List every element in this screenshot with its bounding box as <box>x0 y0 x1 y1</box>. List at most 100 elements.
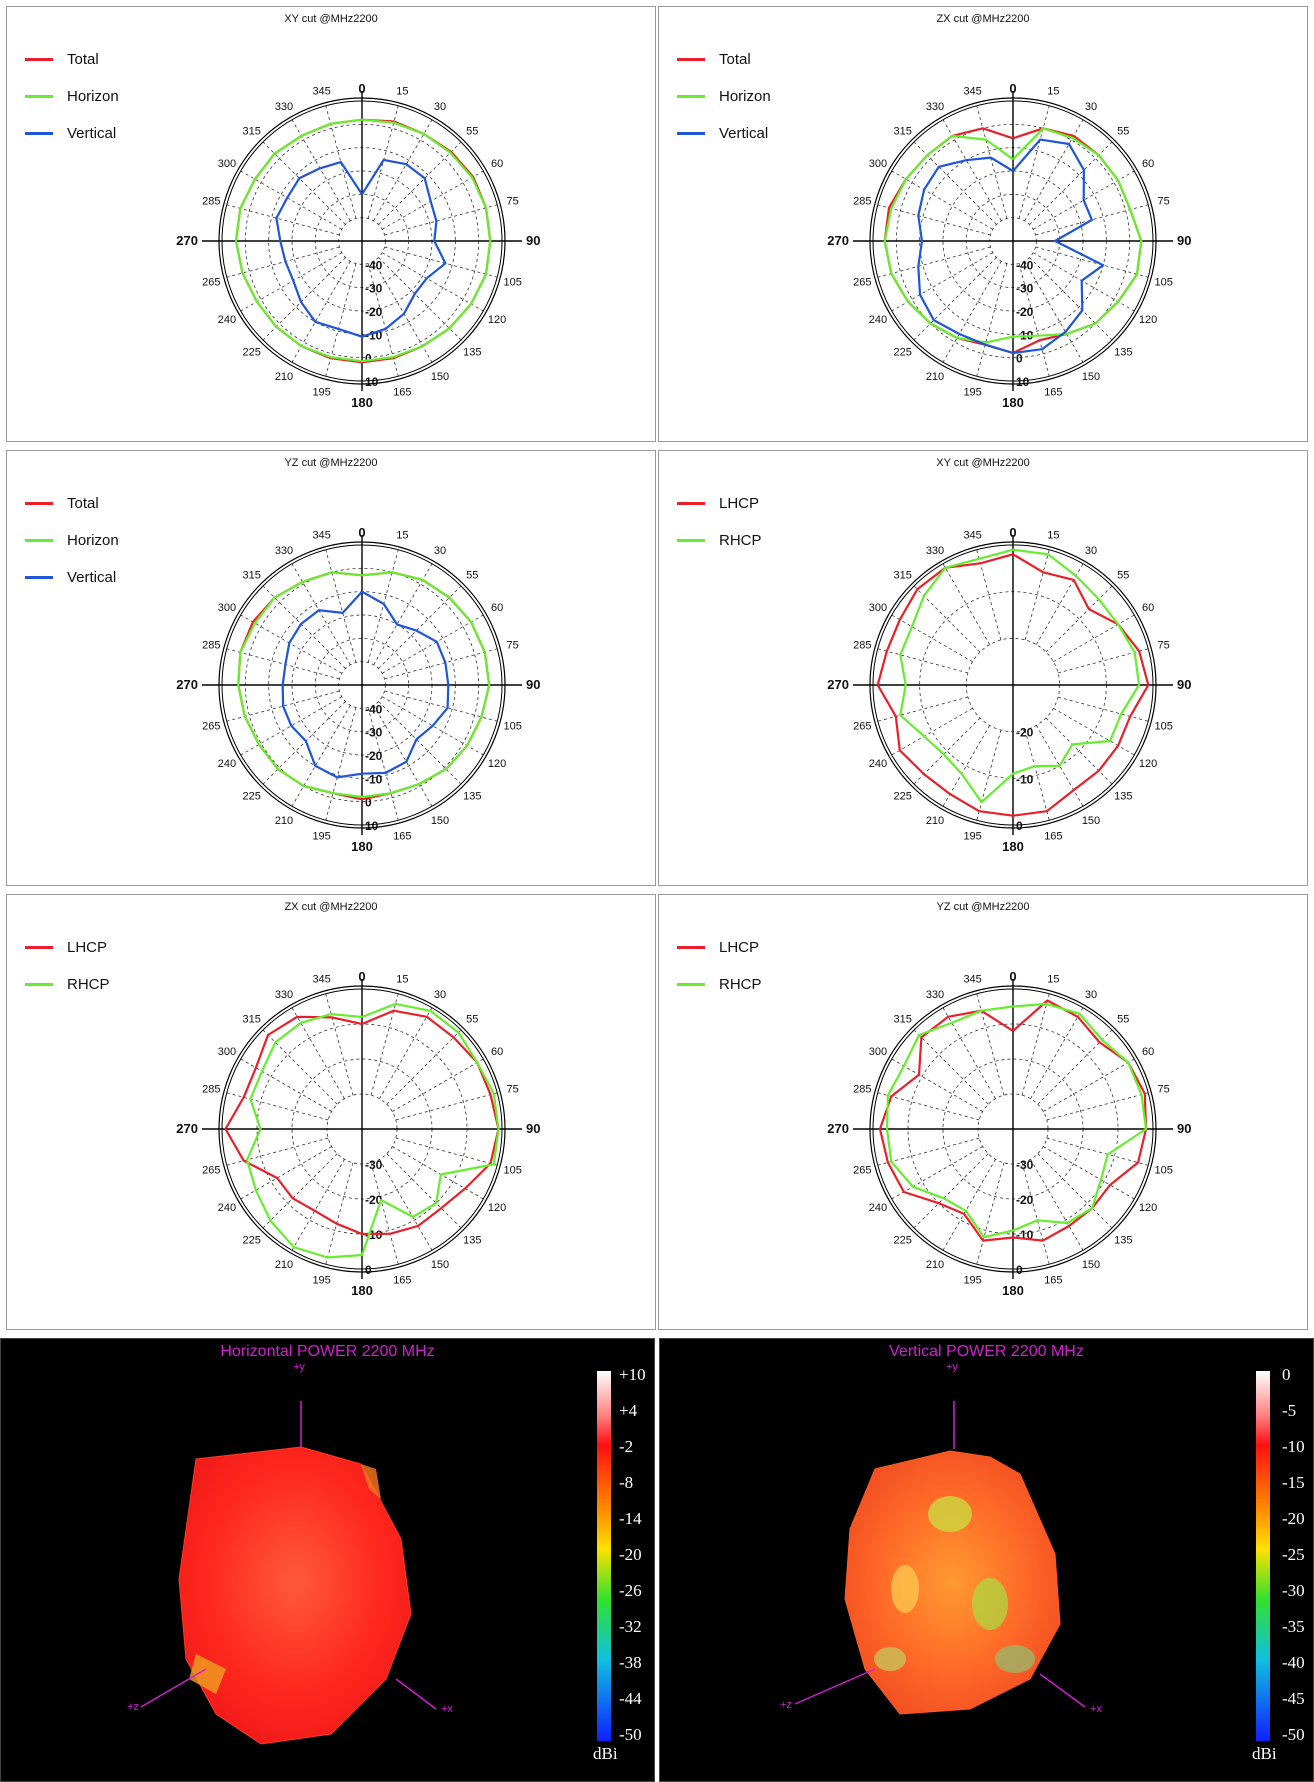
legend-label: Total <box>719 51 751 68</box>
angle-label: 55 <box>1117 126 1129 138</box>
axis-label-x: +x <box>441 1703 453 1715</box>
colorbar-tick: -30 <box>1282 1581 1305 1600</box>
angle-label: 55 <box>1117 570 1129 582</box>
angle-label: 195 <box>963 831 981 843</box>
ring-label: 0 <box>1016 819 1023 833</box>
series-line-rhcp <box>885 1002 1148 1239</box>
grid-spoke <box>1018 263 1050 377</box>
angle-label: 225 <box>894 1234 912 1246</box>
grid-spoke <box>382 170 484 230</box>
angle-label: 15 <box>1047 85 1059 97</box>
surface-patch <box>361 1464 381 1499</box>
surface-patch <box>874 1647 906 1671</box>
angle-label: 210 <box>275 815 293 827</box>
surface-patch <box>928 1496 972 1532</box>
grid-spoke <box>370 1162 399 1265</box>
colorbar-tick: -15 <box>1282 1473 1305 1492</box>
angle-label: 240 <box>869 758 887 770</box>
grid-spoke <box>891 614 973 663</box>
ring-label: -30 <box>1016 282 1034 296</box>
legend-item-vertical: Vertical <box>25 559 119 596</box>
angle-label: 135 <box>1114 1234 1132 1246</box>
grid-spoke <box>379 1007 433 1099</box>
angle-label: 105 <box>1155 276 1173 288</box>
grid-spoke <box>378 257 462 341</box>
angle-label: 60 <box>1142 1046 1154 1058</box>
surface-patch <box>189 1654 226 1694</box>
angle-label: 195 <box>963 387 981 399</box>
grid-spoke <box>877 648 969 674</box>
grid-spoke <box>395 1092 498 1121</box>
grid-spoke <box>226 204 340 236</box>
ring-label: 0 <box>1016 352 1023 366</box>
colorbar-tick: -14 <box>619 1509 642 1528</box>
x-axis-line <box>1039 1673 1086 1708</box>
legend: LHCP RHCP <box>25 929 110 1003</box>
angle-label: 0 <box>358 525 365 540</box>
polar-plot: 0 15 30 55 60 75 90 105 120 135 150 165 180 195 210 225… <box>827 525 1191 854</box>
colorbar-tick: -10 <box>1282 1437 1305 1456</box>
angle-label: 240 <box>218 758 236 770</box>
angle-label: 270 <box>176 233 198 248</box>
angle-label: 30 <box>434 545 446 557</box>
grid-spoke <box>240 1058 332 1112</box>
angle-label: 265 <box>202 720 220 732</box>
angle-label: 315 <box>243 126 261 138</box>
ring-label: 0 <box>365 1263 372 1277</box>
angle-label: 0 <box>358 969 365 984</box>
legend-item-horizon: Horizon <box>677 78 771 115</box>
angle-label: 60 <box>491 158 503 170</box>
colorbar-tick: -45 <box>1282 1689 1305 1708</box>
grid-spoke <box>325 549 357 663</box>
grid-spoke <box>877 1137 980 1166</box>
ring-label: -30 <box>365 282 383 296</box>
ring-label: -30 <box>1016 1158 1034 1172</box>
angle-label: 225 <box>894 790 912 802</box>
polar-panel-zx-linear: ZX cut @MHz2200 Total Horizon Vertical 0… <box>658 6 1308 442</box>
colorbar-tick: -8 <box>619 1473 634 1492</box>
angle-label: 195 <box>312 1275 330 1287</box>
angle-label: 120 <box>1139 1202 1157 1214</box>
ring-label: -20 <box>1016 305 1034 319</box>
ring-label: 10 <box>365 819 379 833</box>
ring-label: -40 <box>365 702 383 716</box>
grid-spoke <box>226 1092 329 1121</box>
grid-spoke <box>291 1007 345 1099</box>
legend: LHCP RHCP <box>677 929 762 1003</box>
colorbar-tick: -5 <box>1282 1401 1297 1420</box>
polar-panel-yz-circular: YZ cut @MHz2200 LHCP RHCP 0 15 30 55 60 75 90 1… <box>658 894 1308 1330</box>
angle-label: 285 <box>202 640 220 652</box>
angle-label: 120 <box>488 314 506 326</box>
angle-label: 265 <box>853 276 871 288</box>
polar-panel-xy-circular: XY cut @MHz2200 LHCP RHCP 0 15 30 55 60 75 90 1… <box>658 450 1308 886</box>
series-line-vertical <box>917 138 1105 355</box>
angle-label: 265 <box>853 1164 871 1176</box>
angle-label: 300 <box>869 158 887 170</box>
angle-label: 60 <box>491 1046 503 1058</box>
polar-panel-xy-linear: XY cut @MHz2200 Total Horizon Vertical 0… <box>6 6 656 442</box>
angle-label: 55 <box>466 570 478 582</box>
colorbar <box>597 1371 611 1741</box>
angle-label: 285 <box>853 640 871 652</box>
pattern-3d-render <box>794 1371 1270 1741</box>
grid-spoke <box>367 707 399 821</box>
angle-label: 210 <box>275 371 293 383</box>
legend-label: Horizon <box>67 532 119 549</box>
angle-label: 150 <box>431 815 449 827</box>
angle-label: 15 <box>1047 529 1059 541</box>
colorbar-tick: -35 <box>1282 1617 1305 1636</box>
pattern-3d-render <box>140 1371 611 1745</box>
legend-item-total: Total <box>25 41 119 78</box>
series-line-rhcp <box>899 548 1141 804</box>
angle-label: 180 <box>1002 1283 1024 1298</box>
legend-item-vertical: Vertical <box>677 115 771 152</box>
angle-label: 315 <box>894 570 912 582</box>
angle-label: 165 <box>393 1275 411 1287</box>
angle-label: 345 <box>963 529 981 541</box>
ring-label: 10 <box>1016 375 1030 389</box>
grid-spoke <box>942 261 1002 363</box>
grid-spoke <box>367 549 399 663</box>
colorbar-tick: -2 <box>619 1437 634 1456</box>
heatmap-title: Horizontal POWER 2200 MHz <box>220 1343 435 1360</box>
ring-label: -10 <box>365 772 383 786</box>
